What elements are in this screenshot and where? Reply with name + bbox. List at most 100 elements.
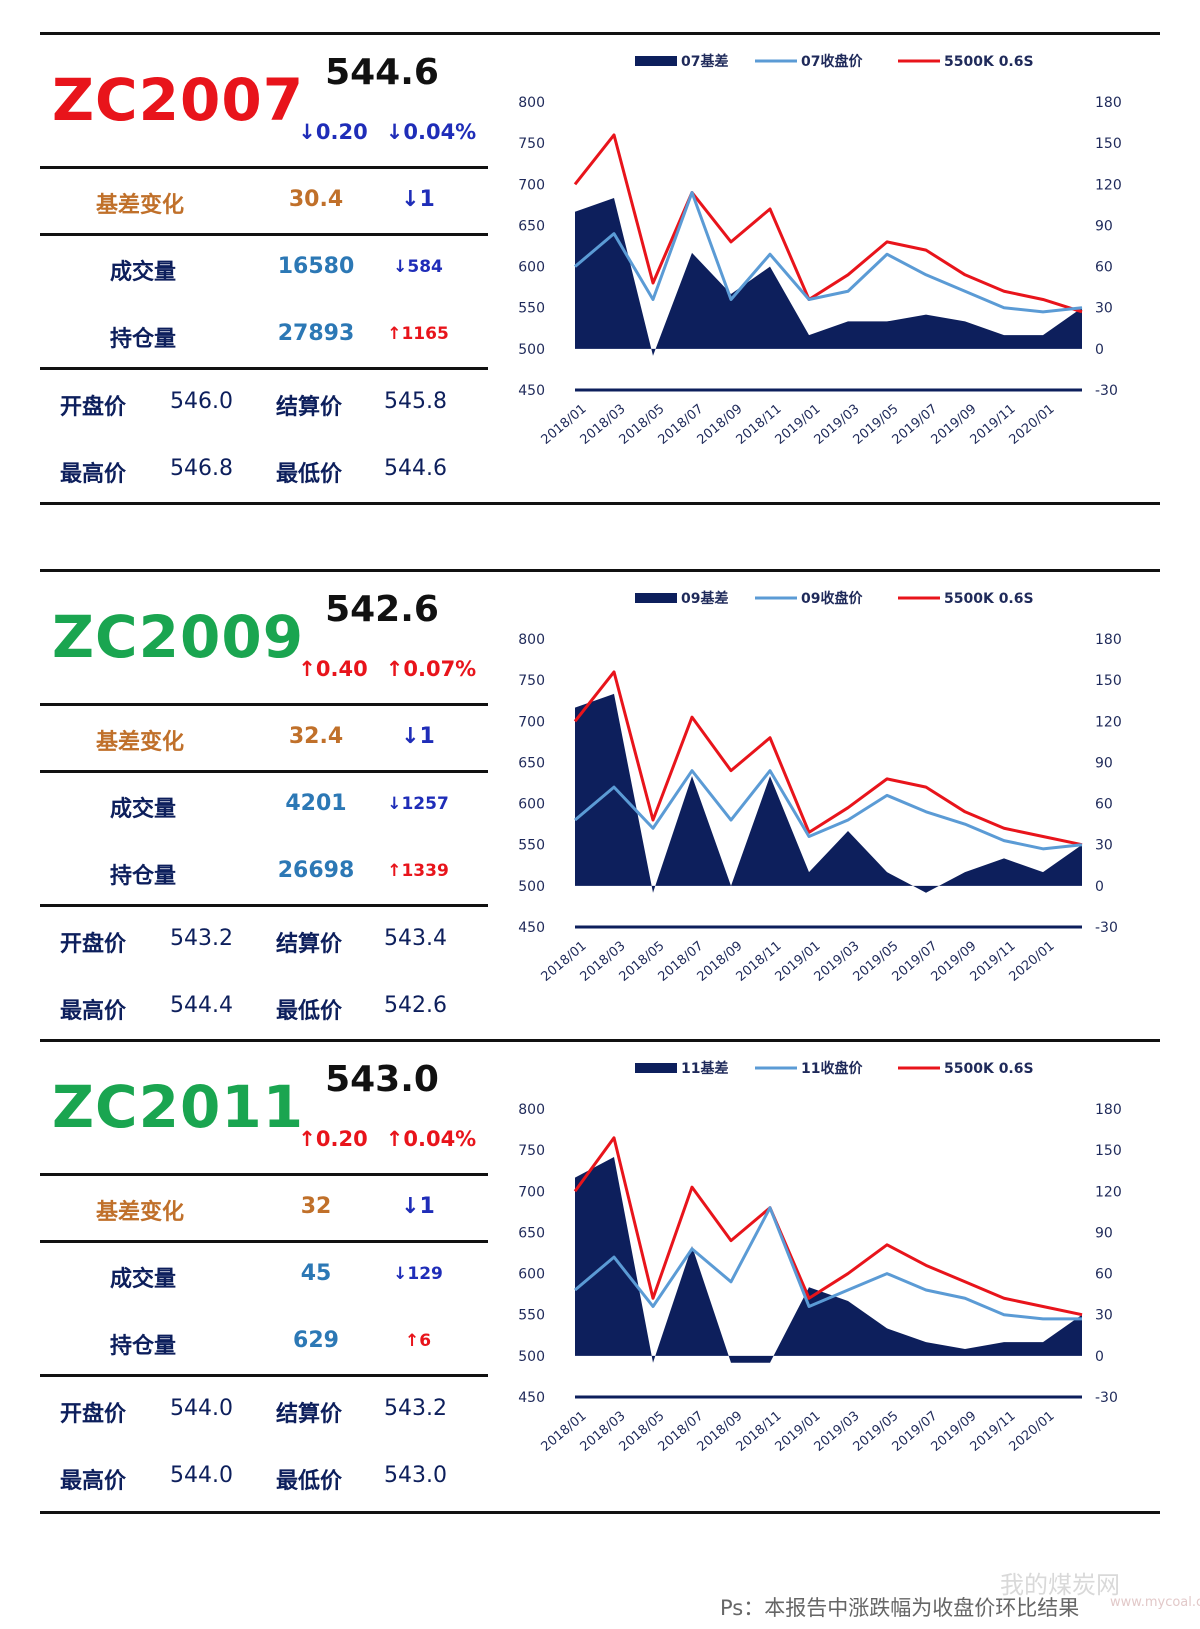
basis-value: 30.4 (288, 187, 344, 212)
low-price-label: 最低价 (276, 999, 343, 1024)
volume-value: 16580 (277, 254, 355, 279)
y-left-tick: 500 (518, 1349, 545, 1365)
legend-label: 07收盘价 (801, 53, 863, 70)
y-right-tick: -30 (1095, 920, 1118, 936)
open-price-label: 开盘价 (60, 932, 127, 957)
y-right-tick: 120 (1095, 714, 1122, 730)
open-price-value: 544.0 (170, 1396, 233, 1421)
y-left-tick: 550 (518, 301, 545, 317)
basis-price-chart: 07基差 07收盘价 5500K 0.6S450500550600650700750… (518, 53, 1122, 448)
y-left-tick: 600 (518, 1267, 545, 1283)
y-right-tick: 120 (1095, 177, 1122, 193)
low-price-label: 最低价 (276, 1469, 343, 1494)
basis-change: ↓1 (401, 187, 435, 212)
y-right-tick: -30 (1095, 383, 1118, 399)
divider (40, 770, 488, 773)
legend-label: 5500K 0.6S (944, 1061, 1034, 1077)
y-left-tick: 750 (518, 1143, 545, 1159)
high-price-value: 544.0 (170, 1463, 233, 1488)
high-price-value: 546.8 (170, 456, 233, 481)
high-price-label: 最高价 (60, 999, 127, 1024)
basis-price-chart: 11基差 11收盘价 5500K 0.6S450500550600650700750… (518, 1060, 1121, 1455)
y-right-tick: -30 (1095, 1390, 1118, 1406)
close-price-line (574, 191, 1083, 314)
divider (40, 166, 488, 169)
y-left-tick: 550 (518, 838, 545, 854)
high-price-label: 最高价 (60, 462, 127, 487)
basis-change: ↓1 (401, 724, 435, 749)
high-price-label: 最高价 (60, 1469, 127, 1494)
index-price-line (573, 1136, 1083, 1317)
volume-change: ↓129 (393, 1264, 443, 1284)
volume-value: 4201 (285, 791, 347, 816)
y-left-tick: 500 (518, 879, 545, 895)
y-left-tick: 800 (518, 95, 545, 111)
volume-label: 成交量 (110, 797, 177, 822)
y-right-tick: 90 (1095, 755, 1113, 771)
volume-label: 成交量 (110, 1267, 177, 1292)
y-right-tick: 90 (1095, 218, 1113, 234)
y-left-tick: 700 (518, 1184, 545, 1200)
contract-panel: ZC2007 544.6 ↓0.20 ↓0.04% 基差变化 30.4 ↓1 成交量 16580… (40, 32, 1160, 506)
basis-label: 基差变化 (96, 730, 185, 755)
y-right-tick: 180 (1095, 632, 1122, 648)
bottom-border (40, 502, 1160, 505)
contract-code: ZC2007 (52, 66, 305, 134)
y-left-tick: 450 (518, 383, 545, 399)
y-right-tick: 150 (1095, 673, 1122, 689)
divider (40, 233, 488, 236)
top-border (40, 1039, 1160, 1042)
low-price-value: 544.6 (384, 456, 447, 481)
y-right-tick: 30 (1095, 1308, 1113, 1324)
basis-value: 32 (300, 1194, 332, 1219)
y-left-tick: 500 (518, 342, 545, 358)
basis-change: ↓1 (401, 1194, 435, 1219)
open-price-value: 543.2 (170, 926, 233, 951)
y-left-tick: 600 (518, 260, 545, 276)
y-left-tick: 750 (518, 136, 545, 152)
settle-price-value: 543.2 (384, 1396, 447, 1421)
open-interest-change: ↑6 (404, 1331, 432, 1351)
last-price: 544.6 (325, 52, 439, 93)
y-left-tick: 700 (518, 177, 545, 193)
y-right-tick: 60 (1095, 797, 1113, 813)
watermark-logo: 我的煤炭网 (1000, 1571, 1120, 1599)
price-change-pct: ↑0.07% (385, 657, 477, 681)
y-left-tick: 450 (518, 1390, 545, 1406)
y-right-tick: 150 (1095, 136, 1122, 152)
open-interest-value: 26698 (277, 858, 355, 883)
top-border (40, 32, 1160, 35)
legend-label: 11基差 (681, 1060, 728, 1077)
legend-label: 5500K 0.6S (944, 591, 1034, 607)
y-right-tick: 30 (1095, 838, 1113, 854)
open-price-value: 546.0 (170, 389, 233, 414)
divider (40, 1240, 488, 1243)
y-left-tick: 700 (518, 714, 545, 730)
y-right-tick: 180 (1095, 95, 1122, 111)
basis-area-series (575, 1157, 1082, 1363)
y-left-tick: 550 (518, 1308, 545, 1324)
price-change-pct: ↓0.04% (385, 120, 477, 144)
open-interest-change: ↑1339 (387, 861, 449, 881)
divider (40, 1374, 488, 1377)
settle-price-label: 结算价 (276, 1402, 343, 1427)
low-price-value: 542.6 (384, 993, 447, 1018)
y-right-tick: 60 (1095, 1267, 1113, 1283)
price-change: ↑0.40 (298, 657, 368, 681)
y-left-tick: 800 (518, 632, 545, 648)
open-interest-change: ↑1165 (387, 324, 449, 344)
y-left-tick: 650 (518, 1225, 545, 1241)
price-change-pct: ↑0.04% (385, 1127, 477, 1151)
y-left-tick: 650 (518, 755, 545, 771)
last-price: 542.6 (325, 589, 439, 630)
divider (40, 904, 488, 907)
bottom-border (40, 1511, 1160, 1514)
divider (40, 703, 488, 706)
basis-area-series (575, 198, 1082, 356)
open-interest-label: 持仓量 (110, 1334, 177, 1359)
volume-value: 45 (300, 1261, 332, 1286)
close-price-line (574, 1206, 1082, 1321)
y-left-tick: 800 (518, 1102, 545, 1118)
y-right-tick: 0 (1095, 1349, 1104, 1365)
legend-label: 5500K 0.6S (944, 54, 1034, 70)
